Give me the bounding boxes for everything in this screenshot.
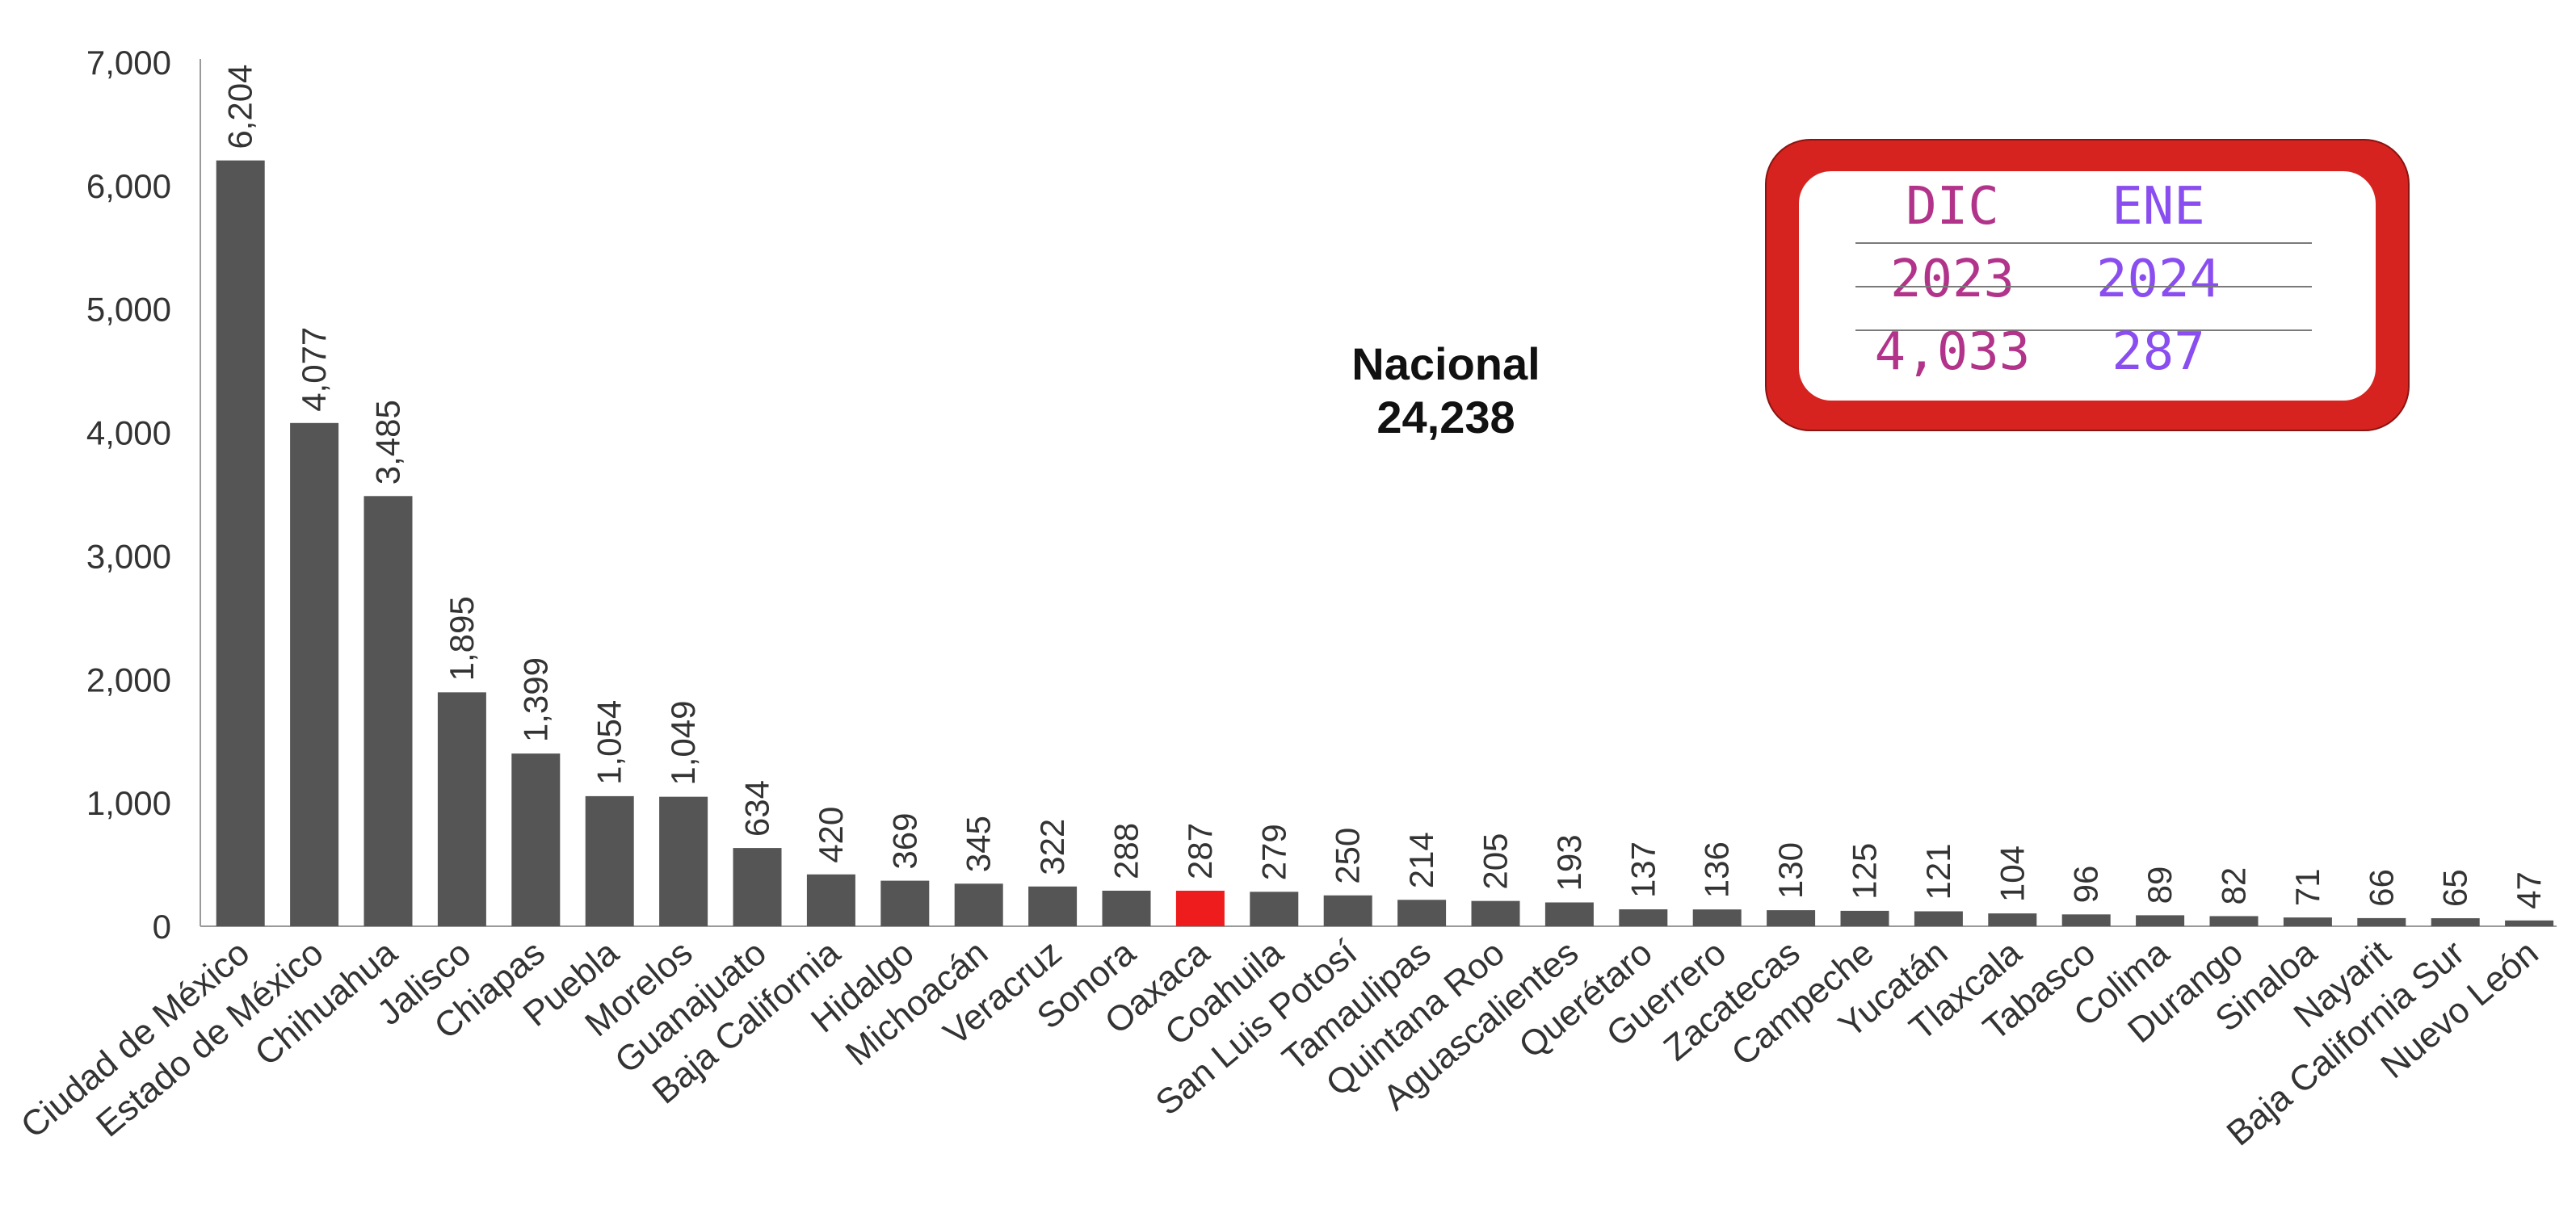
bar (1692, 909, 1742, 926)
data-label: 89 (2141, 866, 2179, 904)
data-label: 4,077 (295, 327, 333, 412)
bar (733, 848, 782, 926)
data-label: 137 (1624, 841, 1662, 898)
bar (1840, 910, 1889, 926)
callout-ene-month: ENE (2112, 177, 2205, 237)
data-label: 1,399 (516, 657, 554, 742)
bar (363, 496, 413, 926)
bar (880, 880, 930, 926)
national-total: Nacional 24,238 (1325, 338, 1567, 444)
bar (1767, 910, 1816, 926)
comparison-callout: DIC ENE 2023 2024 4,033 287 (1765, 139, 2410, 431)
bar (659, 796, 708, 926)
data-label: 205 (1477, 833, 1515, 890)
data-label: 3,485 (369, 400, 407, 485)
data-label: 66 (2362, 869, 2400, 907)
bar (216, 160, 265, 926)
callout-ene-year: 2024 (2095, 250, 2221, 309)
y-tick-label: 4,000 (86, 414, 171, 452)
data-label: 279 (1254, 824, 1292, 880)
data-label: 121 (1919, 843, 1957, 900)
bar (2209, 916, 2259, 926)
data-label: 96 (2067, 866, 2105, 904)
bar (1028, 886, 1078, 926)
bar (2136, 915, 2185, 926)
bar (1250, 892, 1299, 926)
bar (1471, 900, 1520, 926)
data-label: 250 (1329, 828, 1367, 884)
bar (1988, 913, 2037, 926)
y-tick-label: 3,000 (86, 537, 171, 575)
bar (2283, 917, 2332, 926)
data-label: 65 (2436, 869, 2474, 907)
y-tick-label: 6,000 (86, 167, 171, 205)
data-label: 125 (1846, 843, 1884, 900)
callout-dic-value: 4,033 (1874, 322, 2031, 382)
data-label: 136 (1698, 841, 1736, 898)
data-label: 322 (1033, 819, 1071, 875)
callout-divider (1855, 329, 2312, 331)
bar (1544, 902, 1594, 926)
y-tick-label: 7,000 (86, 44, 171, 82)
bar (1397, 900, 1447, 926)
data-label: 369 (885, 813, 923, 870)
callout-dic-year: 2023 (1889, 250, 2015, 309)
bar (954, 883, 1003, 926)
bar (1619, 909, 1668, 926)
y-tick-label: 5,000 (86, 291, 171, 329)
y-tick-label: 1,000 (86, 784, 171, 822)
data-label: 193 (1550, 834, 1588, 891)
data-label: 82 (2215, 867, 2253, 905)
bar (1175, 891, 1225, 926)
callout-ene-value: 287 (2112, 322, 2205, 382)
y-tick-label: 2,000 (86, 661, 171, 699)
bar (585, 795, 634, 926)
national-total-value: 24,238 (1376, 392, 1515, 443)
bar (437, 692, 486, 926)
data-label: 104 (1993, 845, 2031, 902)
bar (2505, 920, 2554, 926)
bar (511, 753, 561, 926)
data-label: 214 (1402, 832, 1440, 888)
data-label: 1,895 (443, 596, 481, 681)
callout-divider (1855, 242, 2312, 244)
y-tick-label: 0 (153, 908, 171, 946)
data-label: 71 (2288, 868, 2326, 906)
bar (1914, 911, 1963, 926)
data-label: 6,204 (221, 65, 259, 149)
data-label: 288 (1107, 823, 1145, 879)
bar (2357, 917, 2406, 926)
national-total-label: Nacional (1351, 338, 1540, 389)
data-label: 634 (738, 780, 776, 837)
bar (2061, 914, 2111, 926)
data-label: 1,054 (590, 700, 628, 785)
callout-divider (1855, 286, 2312, 287)
data-label: 47 (2510, 871, 2548, 909)
bar (806, 874, 855, 926)
data-label: 420 (812, 807, 850, 863)
data-label: 130 (1771, 842, 1809, 899)
bar (1323, 895, 1372, 926)
callout-dic-month: DIC (1906, 177, 1999, 237)
bar (1102, 890, 1151, 926)
comparison-callout-panel: DIC ENE 2023 2024 4,033 287 (1799, 171, 2376, 401)
data-label: 287 (1181, 823, 1219, 879)
bar (2431, 918, 2480, 926)
bar (290, 422, 339, 926)
data-label: 345 (960, 816, 998, 872)
data-label: 1,049 (664, 701, 702, 786)
